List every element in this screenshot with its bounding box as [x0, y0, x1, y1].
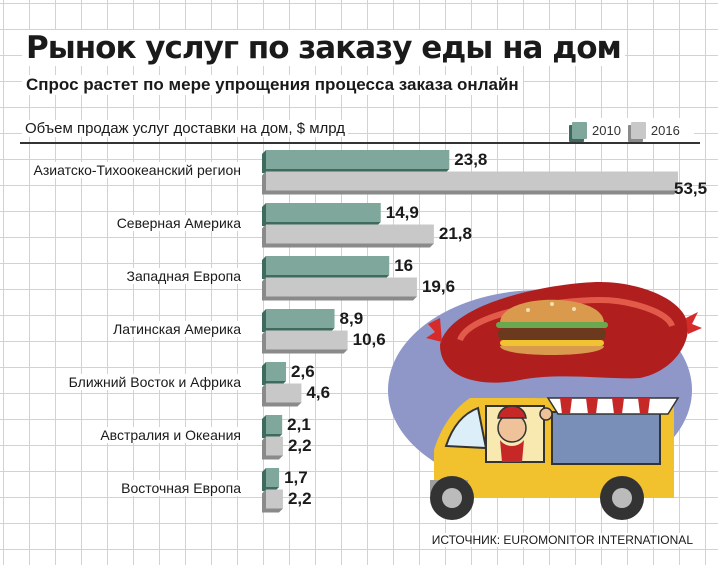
value-label: 2,6 — [291, 361, 315, 381]
category-label: Азиатско-Тихоокеанский регион — [30, 162, 244, 179]
bar-2016 — [262, 224, 434, 248]
value-label: 2,1 — [287, 414, 311, 434]
legend-swatch-2016 — [630, 121, 646, 139]
bar-2016 — [262, 277, 417, 301]
value-label: 21,8 — [438, 224, 472, 243]
category-label: Западная Европа — [123, 268, 244, 285]
value-label: 1,7 — [284, 467, 308, 487]
value-label: 23,8 — [454, 149, 488, 169]
source-note: ИСТОЧНИК: EUROMONITOR INTERNATIONAL — [428, 533, 696, 547]
bar-2010 — [262, 309, 335, 332]
value-label: 16 — [394, 255, 414, 275]
value-label: 10,6 — [352, 330, 386, 349]
header-divider — [20, 142, 700, 144]
legend-swatch-2010 — [572, 121, 587, 139]
value-label: 2,2 — [287, 436, 312, 455]
bar-2016 — [262, 330, 348, 354]
chart-title: Рынок услуг по заказу еды на дом — [22, 30, 625, 66]
bar-2016 — [262, 383, 302, 407]
chart-subtitle: Спрос растет по мере упрощения процесса … — [22, 75, 523, 95]
bar-2010 — [262, 415, 283, 438]
food-truck-icon — [430, 397, 680, 520]
category-label: Австралия и Океания — [97, 427, 244, 444]
bar-2010 — [262, 468, 280, 491]
bar-2016 — [262, 489, 283, 513]
bar-2016 — [262, 171, 678, 195]
value-label: 53,5 — [674, 179, 708, 198]
value-label: 4,6 — [306, 383, 331, 402]
legend-item-2010: 2010 — [572, 121, 621, 139]
burger-icon — [496, 299, 608, 355]
category-label: Ближний Восток и Африка — [65, 374, 244, 391]
value-label: 8,9 — [339, 308, 364, 328]
value-label: 2,2 — [287, 489, 312, 508]
bar-2010 — [262, 150, 450, 173]
category-label: Латинская Америка — [110, 321, 244, 338]
legend-label-2010: 2010 — [592, 122, 621, 138]
bar-2010 — [262, 362, 287, 385]
category-label: Восточная Европа — [118, 480, 244, 497]
legend-label-2016: 2016 — [650, 122, 680, 138]
vendor-icon — [497, 405, 553, 462]
bar-2010 — [262, 203, 381, 226]
bar-2010 — [262, 256, 390, 279]
value-label: 19,6 — [421, 277, 456, 296]
legend: 2010 2016 — [568, 118, 694, 142]
value-label: 14,9 — [385, 202, 419, 222]
bar-2016 — [262, 436, 283, 460]
legend-item-2016: 2016 — [630, 121, 680, 139]
category-label: Северная Америка — [113, 215, 244, 232]
axis-label: Объем продаж услуг доставки на дом, $ мл… — [22, 120, 349, 137]
